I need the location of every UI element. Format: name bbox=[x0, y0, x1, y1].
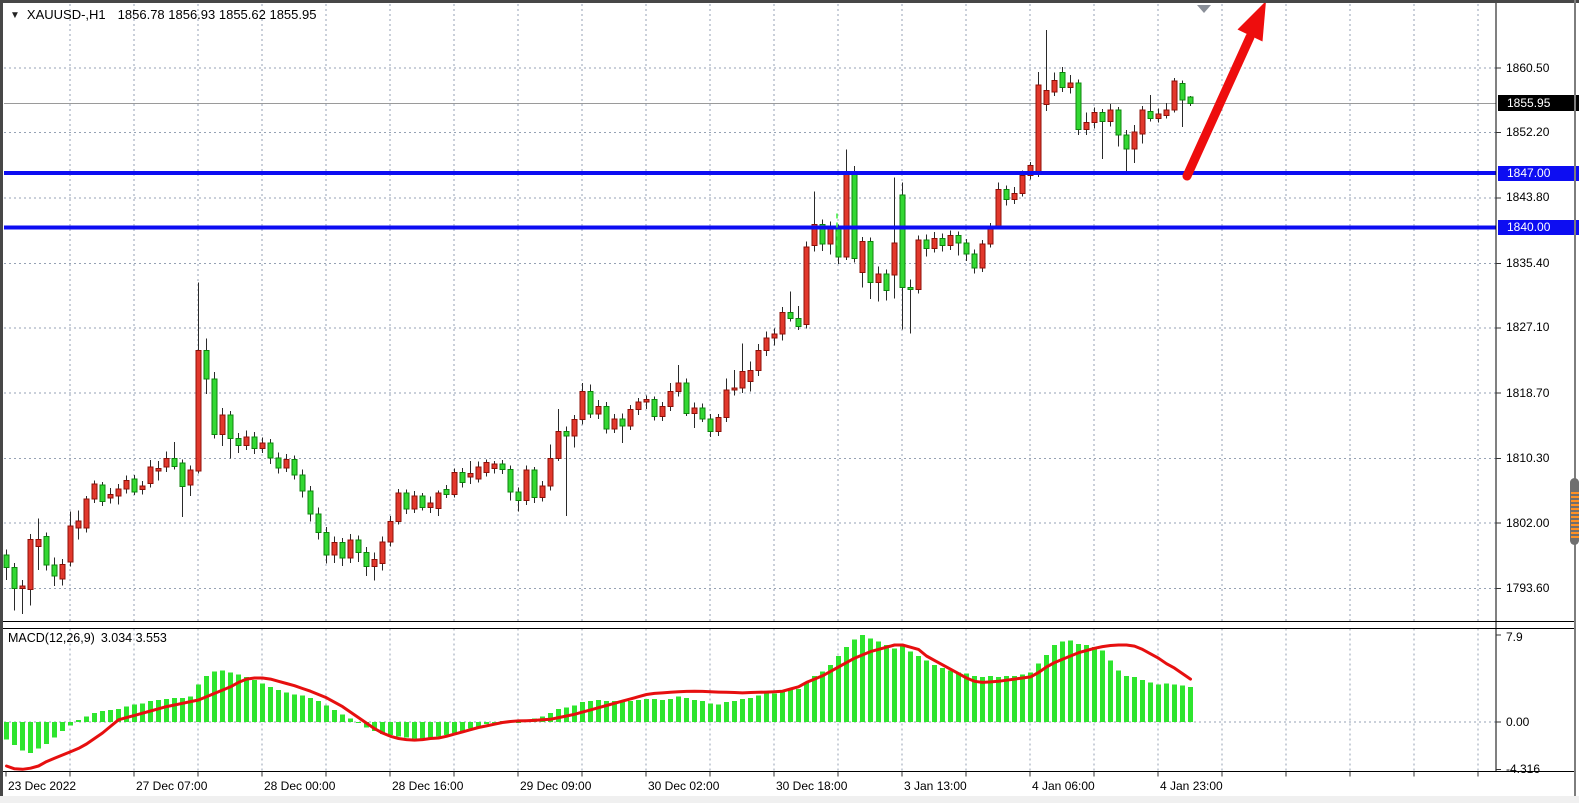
current-price-badge: 1855.95 bbox=[1498, 95, 1579, 112]
price-axis-label-1793.60: 1793.60 bbox=[1506, 580, 1550, 595]
price-level-badge-1840.00: 1840.00 bbox=[1498, 219, 1579, 235]
symbol-timeframe-label: XAUUSD-,H1 bbox=[26, 7, 106, 22]
time-axis-label-8: 4 Jan 06:00 bbox=[1032, 779, 1095, 793]
price-axis-label-1827.10: 1827.10 bbox=[1506, 320, 1550, 335]
price-axis-label-1802.00: 1802.00 bbox=[1506, 515, 1550, 530]
trend-arrow[interactable] bbox=[1182, 1, 1266, 181]
window-border-right bbox=[1574, 0, 1576, 796]
macd-indicator-header[interactable]: MACD(12,26,9) 3.034 3.553 bbox=[8, 631, 167, 645]
scroll-position-marker[interactable] bbox=[1197, 5, 1211, 13]
window-border-top bbox=[0, 0, 1579, 3]
price-axis-label-1843.80: 1843.80 bbox=[1506, 190, 1550, 205]
panel-borders bbox=[0, 3, 1574, 777]
macd-values: 3.034 3.553 bbox=[100, 631, 167, 645]
time-axis-label-1: 27 Dec 07:00 bbox=[136, 779, 208, 793]
time-axis-label-4: 29 Dec 09:00 bbox=[520, 779, 592, 793]
window-border-bottom bbox=[0, 796, 1579, 803]
macd-axis-label-7.9: 7.9 bbox=[1506, 630, 1523, 644]
macd-signal-line bbox=[5, 643, 1192, 771]
price-axis-label-1810.30: 1810.30 bbox=[1506, 451, 1550, 466]
macd-label: MACD(12,26,9) bbox=[8, 631, 95, 645]
price-level-badge-1847.00: 1847.00 bbox=[1498, 165, 1579, 181]
candlestick-series bbox=[3, 29, 1194, 615]
symbol-dropdown-icon[interactable]: ▼ bbox=[10, 10, 20, 21]
macd-axis-label--4.316: -4.316 bbox=[1506, 761, 1541, 776]
price-axis-label-1860.50: 1860.50 bbox=[1506, 60, 1550, 75]
time-axis-label-6: 30 Dec 18:00 bbox=[776, 779, 848, 793]
time-axis-label-2: 28 Dec 00:00 bbox=[264, 779, 336, 793]
time-axis-label-0: 23 Dec 2022 bbox=[8, 779, 77, 793]
support-resistance-lines[interactable] bbox=[4, 171, 1496, 230]
time-axis-label-3: 28 Dec 16:00 bbox=[392, 779, 464, 793]
window-border-left bbox=[0, 0, 3, 796]
price-axis-label-1818.70: 1818.70 bbox=[1506, 385, 1550, 400]
macd-histogram bbox=[4, 635, 1193, 753]
time-axis-label-5: 30 Dec 02:00 bbox=[648, 779, 720, 793]
scrollbar-thumb-stripes bbox=[1571, 492, 1579, 538]
time-axis-label-9: 4 Jan 23:00 bbox=[1160, 779, 1223, 793]
price-axis-label-1835.40: 1835.40 bbox=[1506, 255, 1550, 270]
macd-axis-label-0.00: 0.00 bbox=[1506, 714, 1530, 729]
symbol-header[interactable]: ▼ XAUUSD-,H1 1856.78 1856.93 1855.62 1855.… bbox=[10, 7, 316, 22]
price-axis-label-1852.20: 1852.20 bbox=[1506, 125, 1550, 140]
time-axis-label-7: 3 Jan 13:00 bbox=[904, 779, 967, 793]
ohlc-readout: 1856.78 1856.93 1855.62 1855.95 bbox=[117, 7, 317, 22]
